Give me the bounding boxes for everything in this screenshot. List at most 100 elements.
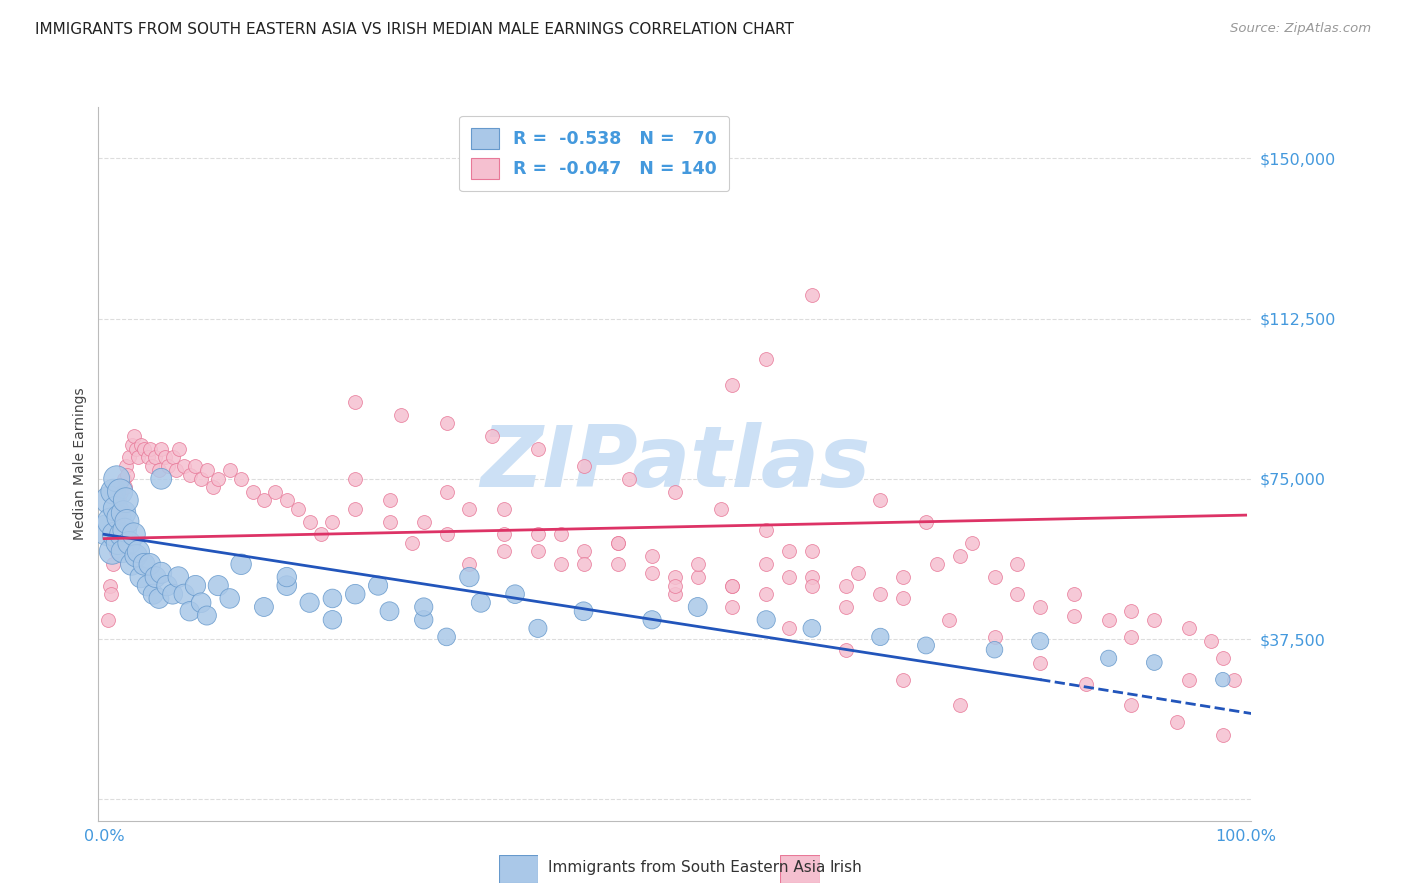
Point (115, 467, 138, 482)
Point (436, 416, 458, 430)
Point (869, 630, 891, 644)
Point (572, 558, 595, 572)
Point (458, 558, 481, 572)
Point (664, 579, 686, 593)
Point (550, 527, 572, 541)
Point (412, 599, 434, 614)
Point (150, 442, 173, 456)
Point (755, 613, 778, 627)
Point (118, 536, 141, 550)
Text: Immigrants from South Eastern Asia: Immigrants from South Eastern Asia (548, 860, 825, 874)
Point (298, 596, 321, 610)
Point (218, 591, 240, 606)
Point (527, 544, 550, 558)
Point (242, 484, 264, 499)
Point (103, 484, 125, 499)
Point (167, 570, 190, 584)
Point (503, 587, 526, 601)
Point (1098, 651, 1121, 665)
Point (105, 472, 128, 486)
Point (1166, 715, 1188, 730)
Point (148, 591, 170, 606)
Point (470, 596, 492, 610)
Point (344, 472, 367, 486)
Point (835, 642, 858, 657)
Point (960, 536, 983, 550)
Point (572, 544, 595, 558)
Point (129, 437, 152, 451)
Point (983, 630, 1005, 644)
Point (389, 408, 412, 422)
Point (118, 450, 141, 465)
Point (1029, 634, 1052, 648)
Point (869, 587, 891, 601)
Point (141, 458, 163, 473)
Point (800, 579, 823, 593)
Point (125, 442, 148, 456)
Point (927, 558, 949, 572)
Point (778, 544, 800, 558)
Point (148, 463, 170, 477)
Point (527, 621, 550, 635)
Point (179, 467, 201, 482)
Point (107, 536, 129, 550)
Point (139, 442, 162, 456)
Point (492, 501, 515, 516)
Point (1063, 587, 1085, 601)
Text: Source: ZipAtlas.com: Source: ZipAtlas.com (1230, 22, 1371, 36)
Point (218, 463, 240, 477)
Point (1212, 673, 1234, 687)
Point (111, 501, 134, 516)
Point (190, 472, 212, 486)
Point (378, 604, 401, 618)
Point (1074, 677, 1097, 691)
Point (686, 599, 709, 614)
Point (98, 579, 121, 593)
Point (96, 613, 118, 627)
Text: Irish: Irish (830, 860, 862, 874)
Point (527, 527, 550, 541)
Point (1063, 608, 1085, 623)
Point (458, 570, 481, 584)
Point (132, 558, 155, 572)
Point (110, 527, 132, 541)
Point (107, 515, 129, 529)
Point (378, 493, 401, 508)
Point (276, 579, 298, 593)
Point (686, 558, 709, 572)
Point (139, 558, 162, 572)
Point (606, 558, 628, 572)
Point (253, 599, 276, 614)
Point (229, 558, 252, 572)
Point (201, 480, 224, 494)
Point (709, 501, 731, 516)
Point (264, 484, 287, 499)
Point (173, 458, 195, 473)
Point (641, 549, 664, 563)
Point (1121, 698, 1143, 713)
Point (145, 570, 167, 584)
Point (121, 437, 143, 451)
Point (949, 698, 972, 713)
Point (153, 450, 176, 465)
Point (98, 493, 121, 508)
Point (367, 579, 389, 593)
Point (606, 536, 628, 550)
Point (298, 515, 321, 529)
Point (938, 613, 960, 627)
Point (100, 515, 122, 529)
Point (755, 523, 778, 537)
Point (983, 642, 1005, 657)
Point (1177, 621, 1199, 635)
Point (1007, 587, 1029, 601)
Point (114, 493, 136, 508)
Point (344, 587, 367, 601)
Point (1212, 728, 1234, 742)
Point (550, 558, 572, 572)
Point (721, 377, 744, 392)
Point (114, 458, 136, 473)
Point (127, 450, 149, 465)
Point (1201, 634, 1223, 648)
Point (276, 570, 298, 584)
Point (949, 549, 972, 563)
